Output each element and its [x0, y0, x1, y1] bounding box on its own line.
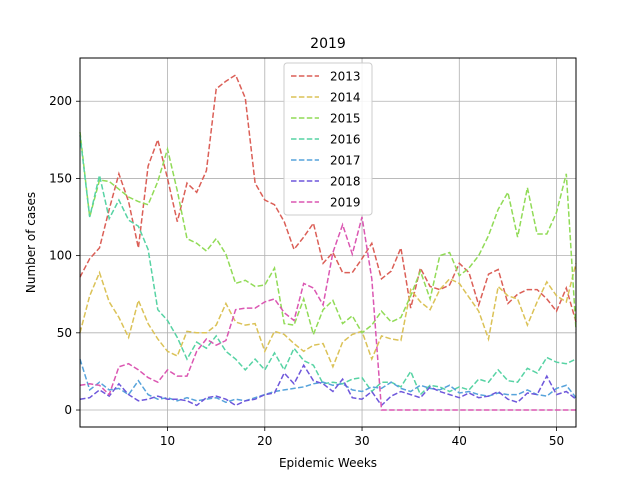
series-line-2019: [79, 216, 576, 411]
x-tick-label: 50: [549, 434, 564, 448]
series-line-2018: [79, 363, 577, 407]
legend-label-2018: 2018: [330, 175, 361, 189]
legend-label-2013: 2013: [330, 70, 361, 84]
y-tick-label: 150: [49, 171, 72, 185]
y-tick-label: 100: [49, 249, 72, 263]
legend-label-2015: 2015: [330, 112, 361, 126]
series-line-2014: [79, 263, 577, 369]
legend: 2013 2014 2015 2016 2017 2018 2019: [283, 62, 373, 216]
x-tick-label: 30: [354, 434, 369, 448]
axis-ticks: 10 20 30 40 50 0 50 100 150 200: [49, 94, 564, 448]
legend-label-2016: 2016: [330, 133, 361, 147]
legend-label-2019: 2019: [330, 196, 361, 210]
plot-frame: [79, 57, 577, 428]
legend-box: [283, 62, 373, 216]
y-tick-label: 0: [64, 403, 72, 417]
x-tick-label: 20: [257, 434, 272, 448]
y-axis-label: Number of cases: [24, 192, 38, 293]
series-lines: [79, 73, 577, 411]
x-tick-label: 40: [452, 434, 467, 448]
x-tick-label: 10: [160, 434, 175, 448]
legend-label-2017: 2017: [330, 154, 361, 168]
x-axis-label: Epidemic Weeks: [279, 456, 377, 470]
y-tick-label: 50: [57, 326, 72, 340]
series-line-2016: [79, 135, 577, 396]
series-line-2013: [79, 73, 577, 323]
series-line-2015: [79, 132, 577, 337]
legend-label-2014: 2014: [330, 91, 361, 105]
chart-title: 2019: [310, 36, 346, 52]
y-tick-label: 200: [49, 94, 72, 108]
